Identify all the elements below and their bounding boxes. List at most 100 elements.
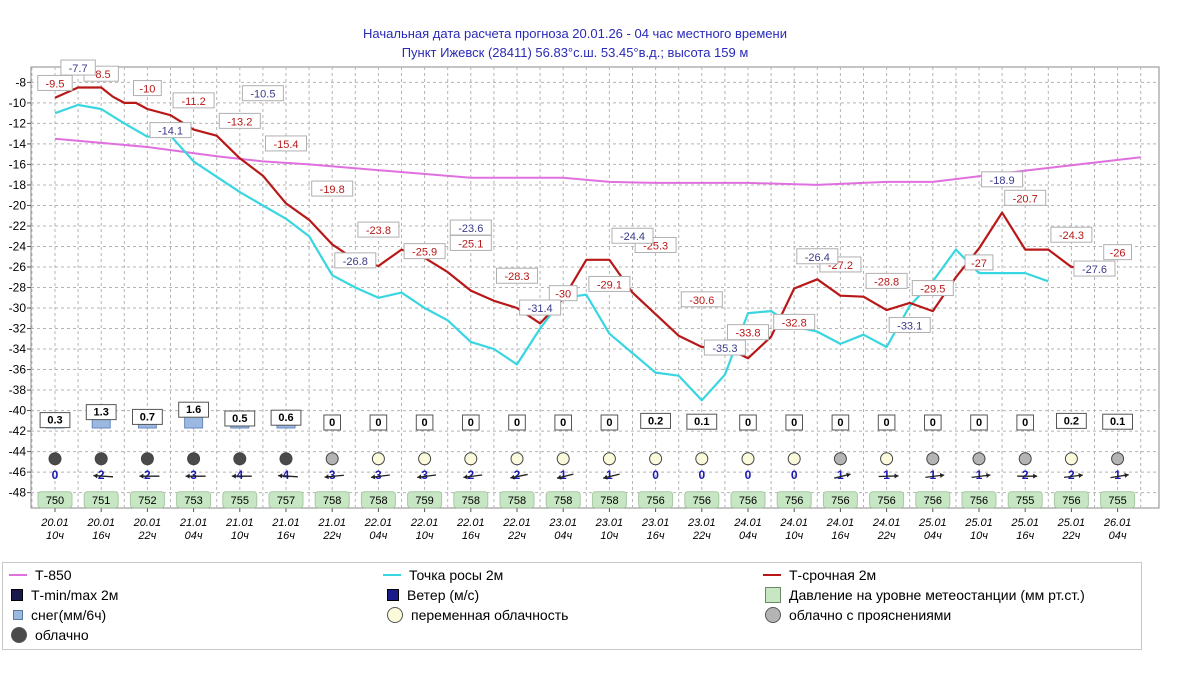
legend-swatch-pressure [765, 587, 781, 603]
wind-speed: 0 [52, 468, 59, 482]
wind-arrowhead-icon [278, 473, 283, 479]
y-tick-label: -36 [9, 363, 27, 377]
minmax-label-box [796, 248, 839, 265]
cloud-partly-icon [880, 452, 894, 466]
legend-label-temp: Т-срочная 2м [789, 567, 877, 583]
wind-arrowhead-icon [894, 473, 899, 479]
snow-value-box [600, 414, 619, 431]
minmax-label-box [60, 59, 96, 76]
temp-label-text: -10 [139, 84, 155, 96]
wind-speed: 1 [929, 468, 936, 482]
pressure-value: 759 [415, 495, 433, 507]
y-tick-label: -18 [9, 178, 27, 192]
pressure-value: 753 [184, 495, 202, 507]
temp-label-text: -24.3 [1059, 230, 1084, 242]
temp-label-box [1050, 226, 1093, 243]
legend-swatch-broken [765, 607, 781, 623]
wind-speed: 0 [698, 468, 705, 482]
cloud-broken-icon [325, 452, 339, 466]
x-tick-date: 25.01 [1057, 517, 1086, 529]
y-tick-label: -32 [9, 322, 27, 336]
legend-label-minmax: Т-min/max 2м [31, 587, 119, 603]
cloud-broken-icon [972, 452, 986, 466]
minmax-label-text: -31.4 [528, 303, 553, 315]
wind-speed: 3 [375, 468, 382, 482]
cloud-partly-icon [649, 452, 663, 466]
minmax-label-text: -35.3 [712, 343, 737, 355]
y-tick-label: -44 [9, 445, 27, 459]
temp-label-text: -23.8 [366, 225, 391, 237]
minmax-label-box [519, 299, 562, 316]
pressure-box [499, 491, 535, 509]
temp-label-text: -32.8 [782, 317, 807, 329]
pressure-box [822, 491, 858, 509]
cloud-partly-icon [510, 452, 524, 466]
pressure-value: 758 [600, 495, 618, 507]
wind-speed: 1 [606, 468, 613, 482]
snow-value-box [1102, 413, 1133, 430]
cloud-overcast-icon [279, 452, 293, 466]
pressure-box [176, 491, 212, 509]
x-tick-hour: 10ч [600, 530, 618, 542]
pressure-box [268, 491, 304, 509]
wind-speed: 0 [791, 468, 798, 482]
snow-value-box [640, 412, 672, 429]
pressure-box [83, 491, 119, 509]
minmax-label-text: -23.6 [458, 223, 483, 235]
snow-value: 0 [745, 417, 751, 429]
wind-arrowhead-icon [231, 473, 236, 479]
temp-label-box [133, 80, 162, 97]
y-tick-label: -38 [9, 383, 27, 397]
minmax-label-box [888, 316, 931, 333]
x-tick-date: 20.01 [133, 517, 162, 529]
wind-arrowhead-icon [463, 474, 468, 480]
snow-value: 1.3 [94, 407, 109, 419]
temp-label-box [1103, 244, 1132, 261]
y-tick-label: -40 [9, 404, 27, 418]
pressure-value: 758 [369, 495, 387, 507]
x-tick-hour: 10ч [231, 530, 249, 542]
temp-label-text: -28.3 [504, 271, 529, 283]
pressure-value: 756 [924, 495, 942, 507]
pressure-value: 752 [138, 495, 156, 507]
snow-value-box [85, 404, 117, 421]
wind-speed: 0 [652, 468, 659, 482]
y-tick-label: -12 [9, 116, 27, 130]
y-tick-label: -10 [9, 96, 27, 110]
wind-arrowhead-icon [510, 474, 515, 480]
series-line-t850 [54, 137, 1141, 186]
snow-value-box [39, 412, 71, 429]
x-tick-hour: 04ч [739, 530, 757, 542]
temp-label-text: -13.2 [227, 116, 252, 128]
wind-speed: 2 [1022, 468, 1029, 482]
temp-label-box [680, 291, 723, 308]
legend-swatch-wind [387, 589, 399, 601]
pressure-value: 756 [785, 495, 803, 507]
pressure-box [453, 491, 489, 509]
snow-value: 0.6 [278, 412, 293, 424]
temp-label-text: -33.8 [735, 328, 760, 340]
x-tick-date: 22.01 [502, 517, 531, 529]
x-tick-hour: 10ч [970, 530, 988, 542]
cloud-overcast-icon [48, 452, 62, 466]
legend-item-snow: снег(мм/6ч) [13, 607, 106, 623]
x-tick-date: 25.01 [918, 517, 947, 529]
legend-swatch-partly [387, 607, 403, 623]
legend-item-overcast: облачно [11, 627, 89, 643]
snow-value-box [369, 414, 388, 431]
x-tick-hour: 16ч [277, 530, 295, 542]
temp-label-box [1004, 189, 1047, 206]
x-tick-hour: 22ч [507, 530, 526, 542]
y-tick-label: -22 [9, 219, 27, 233]
minmax-label-box [449, 219, 492, 236]
pressure-box [129, 491, 165, 509]
snow-value: 0 [375, 417, 381, 429]
pressure-value: 758 [323, 495, 341, 507]
x-tick-date: 22.01 [456, 517, 485, 529]
snow-value: 0 [976, 417, 982, 429]
snow-value-box [1056, 412, 1087, 429]
wind-arrowhead-icon [93, 473, 98, 479]
snow-value: 0.2 [648, 415, 663, 427]
wind-speed: 2 [144, 468, 151, 482]
snow-value: 0 [837, 417, 843, 429]
